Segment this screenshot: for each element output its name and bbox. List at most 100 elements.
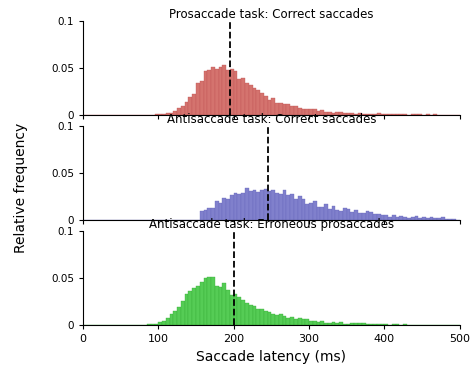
Bar — [253, 190, 256, 220]
Title: Prosaccade task: Correct saccades: Prosaccade task: Correct saccades — [169, 8, 374, 21]
Bar — [192, 288, 196, 325]
Bar — [411, 217, 415, 220]
Bar — [151, 324, 155, 325]
Bar — [358, 323, 362, 325]
Bar — [419, 218, 422, 220]
Bar — [336, 210, 339, 220]
Title: Antisaccade task: Correct saccades: Antisaccade task: Correct saccades — [167, 113, 376, 126]
Bar — [365, 324, 369, 325]
Bar — [283, 190, 286, 220]
Bar — [362, 114, 365, 115]
Bar — [177, 108, 181, 115]
Bar — [264, 96, 268, 115]
Bar — [381, 324, 384, 325]
Bar — [309, 203, 313, 220]
Bar — [317, 111, 320, 115]
Bar — [271, 98, 275, 115]
Bar — [286, 105, 290, 115]
Bar — [377, 113, 381, 115]
Bar — [237, 297, 241, 325]
Bar — [162, 114, 166, 115]
Bar — [286, 195, 290, 220]
Bar — [313, 109, 317, 115]
Bar — [226, 70, 230, 115]
Bar — [170, 314, 173, 325]
Bar — [222, 65, 226, 115]
Bar — [328, 112, 332, 115]
Bar — [286, 318, 290, 325]
Bar — [203, 211, 207, 220]
Bar — [294, 199, 298, 220]
Bar — [290, 106, 294, 115]
Bar — [309, 321, 313, 325]
Bar — [279, 194, 283, 220]
X-axis label: Saccade latency (ms): Saccade latency (ms) — [196, 350, 346, 364]
Bar — [396, 217, 400, 220]
Bar — [268, 312, 271, 325]
Bar — [189, 97, 192, 115]
Bar — [301, 109, 305, 115]
Bar — [305, 109, 309, 115]
Bar — [339, 211, 343, 220]
Bar — [162, 321, 166, 325]
Bar — [230, 69, 234, 115]
Bar — [392, 215, 396, 220]
Bar — [373, 114, 377, 115]
Bar — [426, 218, 429, 220]
Bar — [343, 113, 346, 115]
Bar — [173, 311, 177, 325]
Bar — [166, 318, 170, 325]
Bar — [429, 217, 433, 220]
Bar — [381, 114, 384, 115]
Bar — [196, 83, 200, 115]
Bar — [328, 209, 332, 220]
Bar — [192, 94, 196, 115]
Bar — [260, 190, 264, 220]
Bar — [403, 324, 407, 325]
Bar — [384, 215, 388, 220]
Bar — [283, 316, 286, 325]
Bar — [249, 305, 253, 325]
Bar — [177, 307, 181, 325]
Bar — [196, 286, 200, 325]
Bar — [313, 321, 317, 325]
Bar — [358, 114, 362, 115]
Bar — [253, 88, 256, 115]
Bar — [203, 71, 207, 115]
Bar — [256, 192, 260, 220]
Bar — [392, 324, 396, 325]
Bar — [279, 314, 283, 325]
Bar — [415, 216, 419, 220]
Bar — [207, 208, 211, 220]
Bar — [283, 104, 286, 115]
Bar — [226, 290, 230, 325]
Bar — [260, 309, 264, 325]
Bar — [271, 314, 275, 325]
Bar — [328, 323, 332, 325]
Bar — [241, 78, 245, 115]
Bar — [200, 282, 203, 325]
Bar — [313, 202, 317, 220]
Bar — [403, 217, 407, 220]
Bar — [215, 201, 219, 220]
Bar — [268, 100, 271, 115]
Bar — [230, 195, 234, 220]
Bar — [320, 207, 324, 220]
Bar — [305, 319, 309, 325]
Bar — [207, 70, 211, 115]
Bar — [301, 199, 305, 220]
Bar — [384, 114, 388, 115]
Bar — [422, 217, 426, 220]
Bar — [317, 207, 320, 220]
Bar — [400, 216, 403, 220]
Bar — [200, 81, 203, 115]
Bar — [384, 324, 388, 325]
Bar — [203, 278, 207, 325]
Bar — [166, 113, 170, 115]
Bar — [317, 321, 320, 325]
Bar — [264, 311, 268, 325]
Bar — [301, 319, 305, 325]
Bar — [396, 324, 400, 325]
Bar — [294, 106, 298, 115]
Bar — [245, 188, 249, 220]
